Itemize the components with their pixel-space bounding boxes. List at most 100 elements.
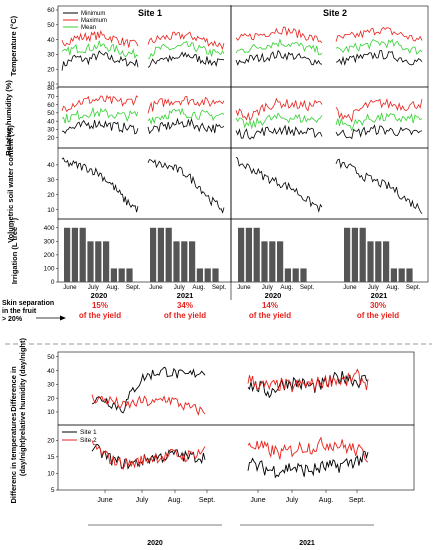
rhdiff-ytick-50: 50 [47, 354, 55, 361]
irr-xtick-site1-2021-Sept.: Sept. [212, 284, 227, 291]
irr-xtick-site1-2020-Aug.: Aug. [106, 284, 119, 291]
tdiff-ytick-5: 5 [51, 487, 55, 494]
rhdiff-ytick-30: 30 [47, 382, 55, 389]
irr-bar-site1-2021-5 [189, 241, 196, 282]
soil-line-site2-0 [235, 157, 323, 213]
irr-bar-site1-2021-8 [212, 268, 219, 282]
temp-ytick-40: 40 [47, 37, 55, 44]
irr-bar-site2-2020-2 [253, 227, 260, 282]
irr-ytick-200: 200 [44, 252, 55, 259]
irr-ytick-400: 400 [44, 225, 55, 232]
soil-ytick-30: 30 [47, 177, 55, 184]
tdiff-ytick-10: 10 [47, 471, 55, 478]
ylabel-tdiff-line2: (day/night) [18, 437, 27, 476]
site1-title: Site 1 [138, 8, 162, 18]
irr-xtick-site2-2021-June: June [343, 284, 357, 291]
tdiff-ytick-15: 15 [47, 454, 55, 461]
ylabel-tdiff: Differenc in temperatures (day/night) [9, 411, 27, 504]
irr-bar-site2-2021-0 [344, 227, 351, 282]
irr-bar-site2-2020-5 [277, 241, 284, 282]
soil-ytick-20: 20 [47, 192, 55, 199]
ylabel-soil: Volumetric soil water content (%) [6, 125, 15, 243]
temp-line-maximum-site1-0 [61, 29, 139, 48]
irr-bar-site2-2020-0 [238, 227, 245, 282]
legend-label-minimum: Minimum [81, 11, 105, 17]
tdiff-line-site1-2021 [247, 450, 369, 479]
legend-diff: Site 1 Site 2 [62, 429, 97, 444]
legend-temperature: Minimum Maximum Mean [63, 11, 107, 31]
irr-ytick-100: 100 [44, 266, 55, 273]
irr-bar-site1-2021-0 [150, 227, 157, 282]
irr-bar-site2-2021-1 [351, 227, 358, 282]
tdiff-line-site2-2021 [247, 436, 369, 463]
top-section: Site 1 Site 2 Minimum Maximum Mean Tempe… [4, 5, 429, 300]
temp-line-maximum-site2-1 [335, 26, 423, 42]
tdiff-line-site2-2020 [91, 440, 206, 471]
rh-line-maximum-site1-0 [61, 94, 139, 113]
irr-xtick-site1-2021-July: July [174, 284, 186, 291]
skin-label: Skin separation in the fruit > 20% [2, 300, 56, 323]
irr-xtick-site1-2020-June: June [63, 284, 77, 291]
irr-bar-site2-2021-4 [375, 241, 382, 282]
bottom-year-2021: 2021 [299, 540, 315, 547]
skin-text-1: of the yield [164, 311, 206, 320]
irr-panel-site2 [230, 218, 429, 283]
irr-xtick-site1-2020-July: July [88, 284, 100, 291]
temp-ytick-10: 10 [47, 81, 55, 88]
legend-label-site1: Site 1 [80, 429, 97, 436]
soil-ytick-10: 10 [47, 207, 55, 214]
rhdiff-line-site2-2021 [247, 368, 369, 393]
rhdiff-ytick-40: 40 [47, 368, 55, 375]
rh-ytick-30: 30 [47, 127, 55, 134]
irr-ytick-300: 300 [44, 239, 55, 246]
tdiff-ytick-20: 20 [47, 437, 55, 444]
soil-ytick-40: 40 [47, 162, 55, 169]
rhdiff-ytick-10: 10 [47, 409, 55, 416]
temp-ytick-60: 60 [47, 7, 55, 14]
year-label-site1-2021: 2021 [177, 291, 194, 300]
irr-xtick-site2-2020-June: June [237, 284, 251, 291]
irr-ytick-0: 0 [51, 279, 55, 286]
irr-bar-site1-2021-1 [157, 227, 164, 282]
rh-line-maximum-site2-0 [235, 97, 323, 122]
ylabel-humidity: Relative humidity (%) [4, 80, 13, 156]
irr-bar-site1-2021-7 [204, 268, 211, 282]
temp-line-mean-site2-0 [235, 38, 323, 56]
skin-arrow-head [60, 315, 66, 321]
ylabel-rhdiff-line1: Difference in [9, 366, 18, 412]
irr-bar-site1-2021-6 [196, 268, 203, 282]
soil-line-site2-1 [335, 158, 423, 215]
temp-ytick-20: 20 [47, 66, 55, 73]
temp-line-minimum-site2-1 [335, 50, 423, 67]
irr-xtick-site2-2020-July: July [262, 284, 274, 291]
rh-ytick-80: 80 [47, 85, 55, 92]
irr-bar-site1-2021-4 [181, 241, 188, 282]
irr-bar-site1-2020-8 [126, 268, 133, 282]
irr-xtick-site2-2020-Aug.: Aug. [280, 284, 293, 291]
bottom-plot-content: 10 20 30 40 50 5 10 15 20 June June July July Aug. Aug… [47, 354, 374, 547]
skin-label-line3: > 20% [2, 316, 23, 323]
rh-line-maximum-site1-1 [147, 96, 225, 114]
xtick-2020-Sept.: Sept. [199, 497, 215, 504]
rh-line-maximum-site2-1 [335, 97, 423, 123]
xtick-2020-June: June [97, 497, 112, 504]
irr-bar-site1-2020-0 [64, 227, 71, 282]
irr-xtick-site2-2021-Sept.: Sept. [406, 284, 421, 291]
skin-pct-2: 14% [262, 301, 278, 310]
irr-xtick-site2-2021-July: July [368, 284, 380, 291]
year-label-site1-2020: 2020 [91, 291, 108, 300]
irr-bar-site2-2020-6 [284, 268, 291, 282]
irr-bar-site1-2021-2 [165, 227, 172, 282]
rh-line-minimum-site2-0 [235, 124, 323, 140]
site2-title: Site 2 [323, 8, 347, 18]
irr-bar-site2-2021-6 [390, 268, 397, 282]
xtick-2021-Aug.: Aug. [319, 497, 333, 504]
irr-bar-site1-2020-4 [95, 241, 102, 282]
rh-ytick-20: 20 [47, 135, 55, 142]
irr-bar-site2-2020-4 [269, 241, 276, 282]
soil-line-site1-1 [147, 159, 225, 214]
skin-pct-3: 30% [370, 301, 386, 310]
irr-bar-site2-2021-2 [359, 227, 366, 282]
